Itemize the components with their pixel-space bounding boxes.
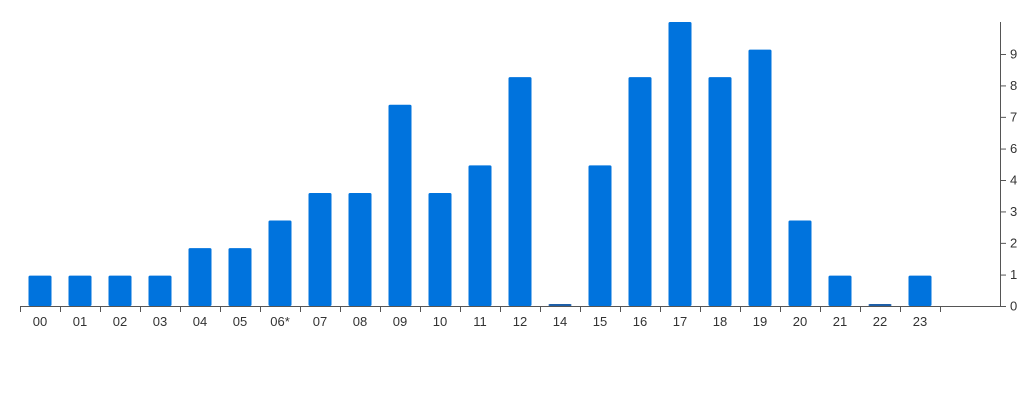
x-tick-label: 07 (313, 314, 327, 329)
y-tick-label: 3 (1010, 204, 1017, 219)
bar-21[interactable] (828, 275, 852, 306)
x-tick-label: 02 (113, 314, 127, 329)
y-tick-label: 4 (1010, 172, 1017, 187)
x-tick-label: 05 (233, 314, 247, 329)
bar-08[interactable] (348, 192, 372, 306)
y-axis: 0 1 2 3 4 6 7 8 9 (1000, 22, 1017, 314)
x-tick-label: 19 (753, 314, 767, 329)
y-tick-label: 9 (1010, 46, 1017, 61)
bar-06star[interactable] (268, 220, 292, 306)
x-tick-label: 04 (193, 314, 207, 329)
bar-14[interactable] (548, 304, 572, 306)
x-tick-label: 23 (913, 314, 927, 329)
bar-09[interactable] (388, 104, 412, 306)
bar-02[interactable] (108, 275, 132, 306)
x-tick-label: 15 (593, 314, 607, 329)
x-tick-label: 14 (553, 314, 567, 329)
x-tick-label: 12 (513, 314, 527, 329)
x-axis: 00 01 02 03 04 05 06* 07 08 09 10 11 12 14 15 16 17 18 19 2… (20, 306, 1000, 329)
bar-17[interactable] (668, 22, 692, 306)
y-tick-label: 0 (1010, 299, 1017, 314)
y-tick-label: 2 (1010, 235, 1017, 250)
bar-18[interactable] (708, 77, 732, 306)
bar-16[interactable] (628, 77, 652, 306)
bars-group (28, 22, 932, 306)
bar-15[interactable] (588, 165, 612, 306)
x-tick-label: 10 (433, 314, 447, 329)
bar-20[interactable] (788, 220, 812, 306)
x-tick-label: 22 (873, 314, 887, 329)
x-tick-label: 06* (270, 314, 290, 329)
bar-01[interactable] (68, 275, 92, 306)
bar-00[interactable] (28, 275, 52, 306)
bar-11[interactable] (468, 165, 492, 306)
x-tick-label: 11 (473, 314, 487, 329)
bar-03[interactable] (148, 275, 172, 306)
x-tick-label: 01 (73, 314, 87, 329)
bar-10[interactable] (428, 192, 452, 306)
y-tick-label: 7 (1010, 109, 1017, 124)
x-tick-label: 00 (33, 314, 47, 329)
bar-22[interactable] (868, 304, 892, 306)
y-tick-label: 8 (1010, 78, 1017, 93)
bar-05[interactable] (228, 248, 252, 306)
bar-19[interactable] (748, 49, 772, 306)
x-tick-label: 21 (833, 314, 847, 329)
bar-04[interactable] (188, 248, 212, 306)
x-tick-label: 16 (633, 314, 647, 329)
x-tick-label: 18 (713, 314, 727, 329)
y-tick-label: 6 (1010, 141, 1017, 156)
y-tick-label: 1 (1010, 267, 1017, 282)
bar-07[interactable] (308, 192, 332, 306)
x-tick-label: 08 (353, 314, 367, 329)
x-tick-label: 20 (793, 314, 807, 329)
bar-12[interactable] (508, 77, 532, 306)
bar-23[interactable] (908, 275, 932, 306)
x-tick-label: 17 (673, 314, 687, 329)
x-tick-label: 09 (393, 314, 407, 329)
x-tick-label: 03 (153, 314, 167, 329)
